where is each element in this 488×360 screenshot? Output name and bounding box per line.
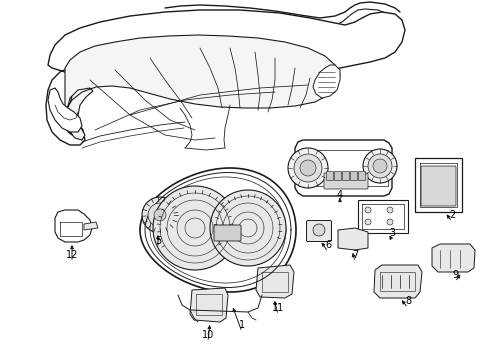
Text: 9: 9	[451, 270, 457, 280]
Polygon shape	[256, 265, 293, 298]
Text: 1: 1	[239, 320, 244, 330]
Circle shape	[364, 219, 370, 225]
Text: 12: 12	[66, 250, 78, 260]
Text: 6: 6	[324, 240, 330, 250]
Polygon shape	[140, 168, 295, 292]
Polygon shape	[312, 65, 339, 98]
Polygon shape	[357, 200, 407, 233]
Text: 8: 8	[404, 296, 410, 306]
Polygon shape	[153, 186, 237, 270]
Text: 11: 11	[271, 303, 284, 313]
Circle shape	[154, 209, 165, 221]
Circle shape	[287, 148, 327, 188]
Polygon shape	[414, 158, 461, 212]
Circle shape	[148, 203, 172, 227]
Polygon shape	[209, 190, 285, 266]
Polygon shape	[190, 288, 227, 322]
FancyBboxPatch shape	[324, 173, 367, 189]
Polygon shape	[337, 228, 367, 250]
Polygon shape	[65, 35, 339, 140]
FancyBboxPatch shape	[358, 171, 365, 180]
Text: 10: 10	[202, 330, 214, 340]
Text: 7: 7	[351, 250, 357, 260]
Circle shape	[372, 159, 386, 173]
Circle shape	[142, 197, 178, 233]
FancyBboxPatch shape	[342, 171, 349, 180]
Circle shape	[293, 154, 321, 182]
Circle shape	[386, 219, 392, 225]
Text: 2: 2	[448, 210, 454, 220]
Circle shape	[312, 224, 325, 236]
FancyBboxPatch shape	[420, 166, 455, 206]
Polygon shape	[294, 140, 391, 196]
Polygon shape	[48, 88, 82, 132]
FancyBboxPatch shape	[306, 220, 331, 242]
FancyBboxPatch shape	[350, 171, 357, 180]
Circle shape	[386, 207, 392, 213]
Circle shape	[299, 160, 315, 176]
Text: 3: 3	[388, 228, 394, 238]
Text: 5: 5	[155, 236, 161, 246]
Polygon shape	[46, 10, 404, 145]
Circle shape	[362, 149, 396, 183]
FancyBboxPatch shape	[334, 171, 341, 180]
Circle shape	[364, 207, 370, 213]
Circle shape	[367, 154, 391, 178]
FancyBboxPatch shape	[214, 225, 241, 241]
FancyBboxPatch shape	[326, 171, 333, 180]
Polygon shape	[55, 210, 92, 242]
Polygon shape	[373, 265, 421, 298]
Polygon shape	[84, 222, 98, 230]
Polygon shape	[431, 244, 474, 272]
Text: 4: 4	[336, 190, 343, 200]
